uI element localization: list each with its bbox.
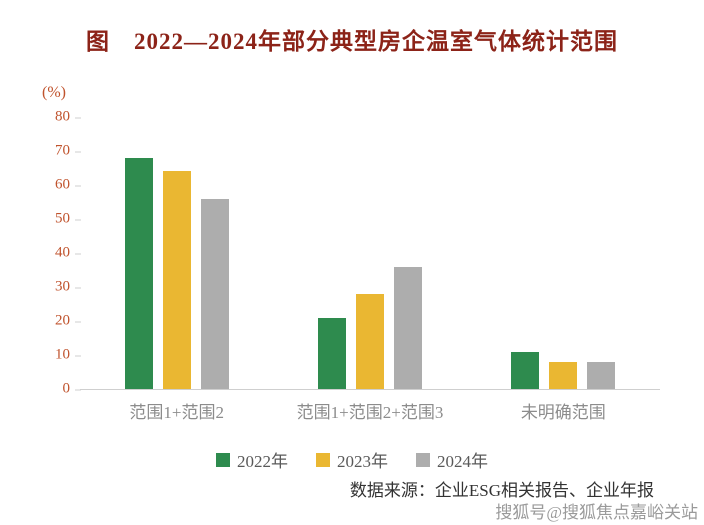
bar-group — [273, 117, 466, 389]
legend-swatch — [416, 452, 430, 467]
bar-2024年-范围1+范围2 — [200, 198, 229, 389]
category-label: 范围1+范围2+范围3 — [296, 403, 444, 422]
y-tick-label: 10 — [26, 347, 81, 363]
bar-2024年-未明确范围 — [587, 361, 616, 389]
bar-2022年-范围1+范围2 — [124, 157, 153, 389]
y-tick-label: 60 — [26, 177, 81, 193]
data-source-note: 数据来源：企业ESG相关报告、企业年报 — [349, 481, 654, 500]
bar-2023年-未明确范围 — [549, 361, 578, 389]
bar-2022年-未明确范围 — [511, 351, 540, 389]
y-axis-unit-label: (%) — [42, 84, 66, 101]
x-axis-category-labels: 范围1+范围2 范围1+范围2+范围3 未明确范围 — [80, 398, 660, 423]
legend-swatch — [216, 452, 230, 467]
bar-2024年-范围1+范围2+范围3 — [393, 266, 422, 389]
bar-group — [80, 117, 273, 389]
y-tick-label: 70 — [26, 143, 81, 159]
y-tick-label: 40 — [26, 245, 81, 261]
legend-label: 2023年 — [337, 452, 388, 471]
y-tick-label: 50 — [26, 211, 81, 227]
legend: 2022年 2023年 2024年 — [0, 447, 704, 472]
y-tick-label: 0 — [26, 381, 81, 397]
bar-2022年-范围1+范围2+范围3 — [317, 317, 346, 389]
y-axis: 0 10 20 30 40 50 60 70 80 — [26, 109, 81, 396]
category-label: 未明确范围 — [520, 403, 606, 422]
y-tick-label: 80 — [26, 109, 81, 125]
bar-group — [467, 117, 660, 389]
legend-swatch — [316, 452, 330, 467]
bar-2023年-范围1+范围2 — [162, 171, 191, 389]
bar-plot-area — [80, 117, 660, 390]
y-tick-label: 30 — [26, 279, 81, 295]
bar-2023年-范围1+范围2+范围3 — [355, 293, 384, 389]
y-tick-label: 20 — [26, 313, 81, 329]
category-label: 范围1+范围2 — [129, 403, 224, 422]
legend-label: 2022年 — [237, 452, 288, 471]
legend-item: 2023年 — [316, 447, 388, 472]
legend-item: 2022年 — [216, 447, 288, 472]
watermark: 搜狐号@搜狐焦点嘉峪关站 — [495, 503, 698, 522]
legend-item: 2024年 — [416, 447, 488, 472]
legend-label: 2024年 — [437, 452, 488, 471]
chart-title: 图 2022—2024年部分典型房企温室气体统计范围 — [86, 29, 618, 54]
